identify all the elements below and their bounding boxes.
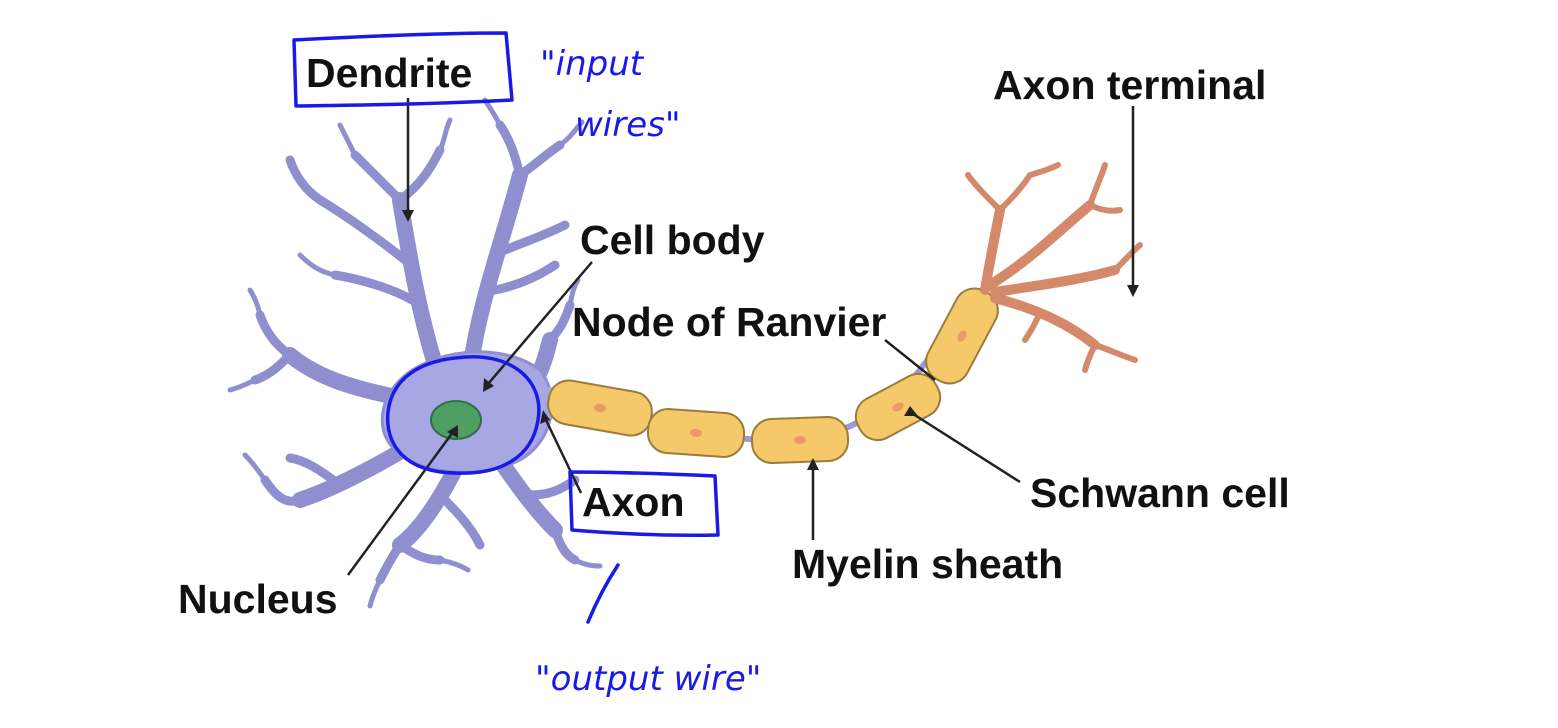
annotation-input-line1: "input (540, 44, 645, 84)
nucleus-shape (430, 400, 482, 440)
leader-lines (346, 98, 1139, 576)
dendrite-highlight-box (292, 31, 514, 108)
axon-terminal-branches (965, 162, 1143, 373)
label-myelin-sheath: Myelin sheath (792, 541, 1063, 587)
axon-highlight-box (568, 470, 720, 538)
label-schwann-cell: Schwann cell (1030, 470, 1290, 516)
label-axon-terminal: Axon terminal (993, 62, 1266, 108)
dendrites (227, 97, 603, 609)
label-nucleus: Nucleus (178, 576, 338, 622)
label-node-of-ranvier: Node of Ranvier (572, 299, 886, 345)
label-cell-body: Cell body (580, 217, 765, 263)
label-dendrite: Dendrite (306, 50, 472, 96)
label-axon: Axon (582, 479, 685, 525)
myelin-segments (547, 287, 999, 464)
cell-body-highlight-circle (386, 355, 541, 475)
output-wire-pointer (586, 563, 620, 624)
annotation-output-wire: "output wire" (535, 659, 761, 699)
handwritten-annotations: "input wires" "output wire" (292, 31, 761, 699)
annotation-input-line2: wires" (575, 105, 681, 145)
